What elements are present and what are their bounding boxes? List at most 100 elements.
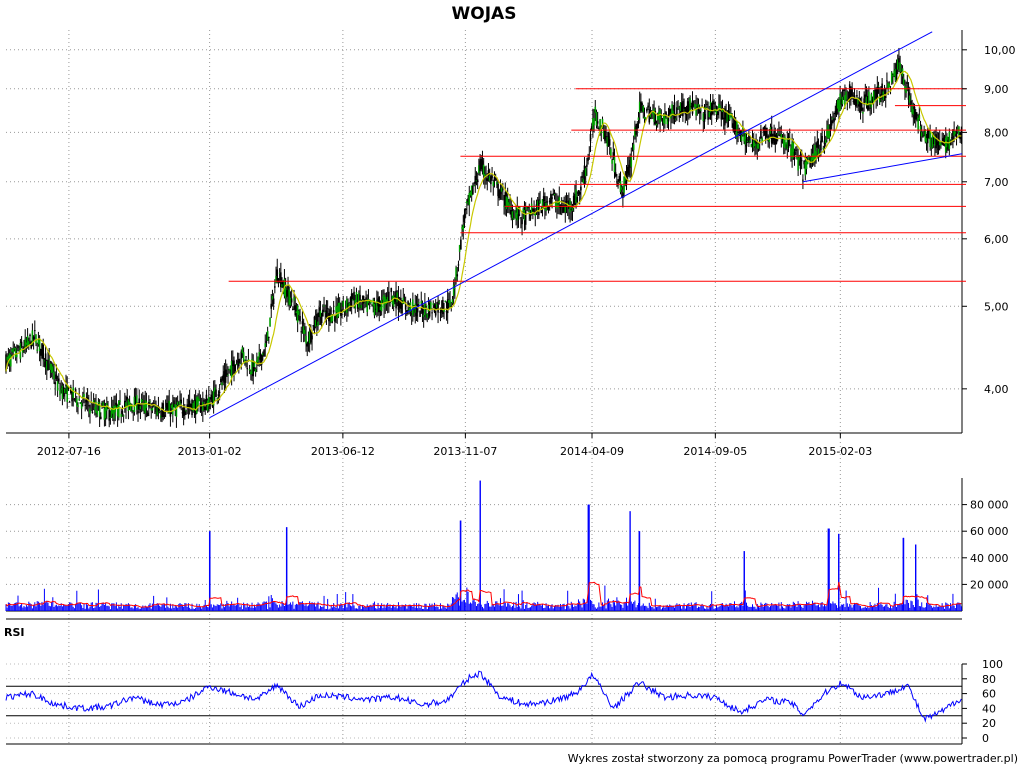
candle-body (805, 158, 808, 170)
candle-body (938, 140, 941, 146)
candle-body (212, 390, 215, 406)
candle-body (593, 117, 595, 126)
candle-body (935, 134, 937, 149)
candle-body (785, 143, 787, 145)
candle-body (590, 126, 593, 131)
candle-body (673, 102, 676, 120)
candle-body (598, 128, 600, 130)
candle-body (697, 103, 700, 108)
candle-body (264, 343, 267, 348)
candle-body (770, 126, 773, 144)
candle-body (594, 106, 597, 113)
candle-body (110, 406, 113, 418)
candle-body (127, 399, 130, 412)
candle-body (544, 201, 546, 209)
candle-body (68, 401, 71, 403)
candle-body (624, 177, 627, 182)
candle-body (119, 400, 121, 402)
candle-body (323, 305, 325, 307)
candle-body (42, 344, 45, 360)
candle-body (397, 296, 400, 310)
candle-body (181, 412, 184, 414)
candle-body (506, 197, 509, 208)
candle-body (930, 147, 933, 149)
candle-body (476, 179, 479, 183)
candle-body (211, 395, 214, 407)
price-x-tick-label: 2013-01-02 (178, 445, 242, 458)
candle-body (613, 157, 616, 173)
candle-body (91, 411, 94, 413)
candle-body (554, 202, 557, 208)
candle-body (910, 101, 912, 106)
candle-body (643, 116, 646, 119)
candle-body (505, 196, 508, 210)
trendlines (209, 31, 963, 419)
candle-body (143, 402, 145, 411)
candle-body (298, 310, 300, 315)
candle-body (547, 206, 550, 210)
candle-body (832, 117, 834, 119)
candle-body (640, 101, 642, 112)
candle-body (258, 352, 261, 358)
candle-body (97, 401, 100, 404)
chart-title: WOJAS (452, 4, 517, 24)
candle-body (540, 209, 543, 214)
candle-body (262, 353, 264, 356)
candle-body (749, 140, 751, 143)
candle-body (468, 192, 471, 205)
candle-body (638, 101, 641, 113)
candle-body (520, 217, 522, 219)
candle-body (172, 403, 174, 415)
candle-body (113, 405, 115, 419)
candle-body (50, 363, 53, 373)
candle-body (713, 102, 715, 105)
candle-body (440, 307, 443, 312)
candle-body (551, 197, 553, 199)
candle-body (424, 303, 426, 316)
candle-body (194, 399, 197, 415)
candle-body (683, 109, 685, 111)
candle-body (28, 341, 30, 346)
candle-body (239, 363, 241, 365)
candle-body (32, 336, 35, 340)
candle-body (95, 401, 97, 413)
candle-body (146, 412, 149, 417)
candle-body (580, 186, 582, 191)
candle-body (451, 299, 454, 304)
candle-body (380, 299, 383, 312)
candle-body (896, 59, 899, 70)
candle-body (563, 205, 565, 213)
candle-body (605, 135, 607, 139)
candle-body (902, 78, 905, 85)
candle-body (176, 401, 179, 405)
candle-body (46, 360, 48, 370)
candle-body (188, 400, 191, 408)
candle-body (254, 368, 257, 373)
candle-body (875, 89, 877, 99)
candle-body (844, 95, 846, 107)
candle-body (372, 299, 375, 306)
candle-body (281, 284, 283, 287)
candle-body (718, 103, 720, 111)
candle-body (386, 296, 389, 303)
candle-body (587, 157, 589, 161)
candle-body (806, 160, 809, 165)
candle-body (634, 127, 636, 137)
candle-body (392, 295, 395, 307)
candle-body (82, 396, 84, 398)
candle-body (282, 281, 285, 288)
candle-body (647, 105, 649, 108)
candle-body (516, 207, 519, 221)
candle-body (266, 330, 269, 341)
candle-body (140, 398, 143, 403)
candle-body (257, 356, 259, 363)
rsi-label: RSI (4, 626, 25, 639)
candle-body (37, 339, 40, 345)
candle-body (860, 102, 863, 111)
candle-body (656, 115, 659, 121)
candle-body (430, 302, 432, 309)
candle-body (899, 62, 901, 72)
footer-credit: Wykres został stworzony za pomocą progra… (568, 752, 1018, 765)
candle-body (824, 139, 827, 143)
